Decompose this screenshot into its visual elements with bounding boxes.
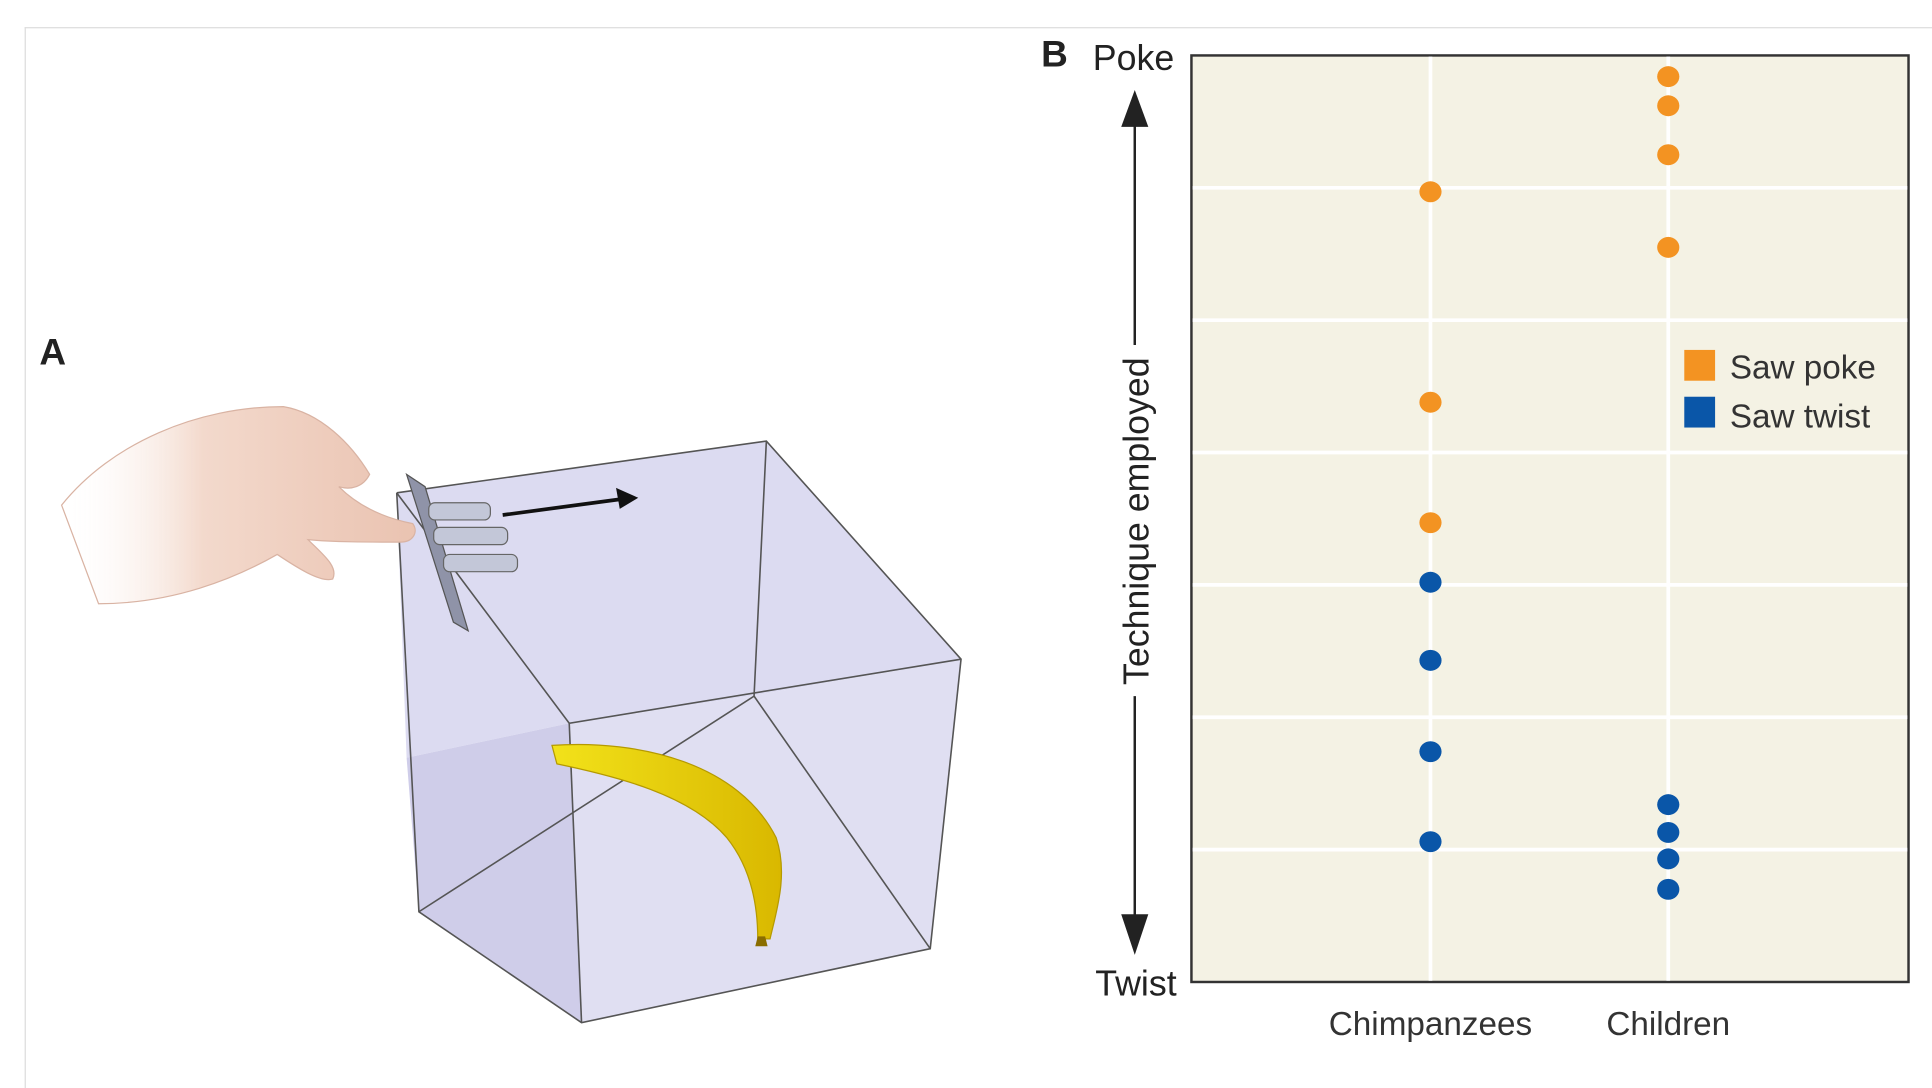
latch-mechanism (405, 472, 519, 633)
arrow-right-icon (502, 487, 639, 517)
apparatus-illustration (60, 405, 962, 1024)
banana-icon (551, 743, 783, 947)
panel-b-label: B (1041, 34, 1068, 76)
figure-frame (24, 27, 1932, 1088)
panel-a-label: A (39, 332, 67, 374)
transparent-box (395, 440, 962, 1024)
hand-icon (60, 405, 416, 605)
